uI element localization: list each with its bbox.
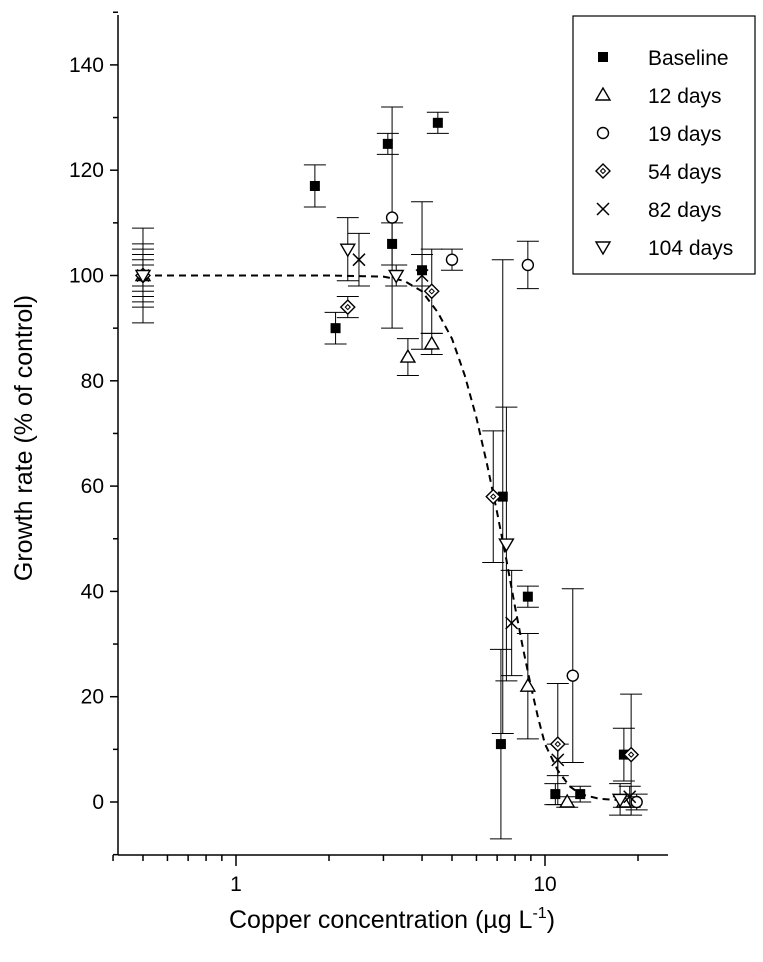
point-baseline	[382, 138, 393, 149]
y-tick-label: 60	[81, 475, 104, 498]
point-82-days	[551, 753, 565, 767]
y-tick-label: 40	[81, 580, 104, 603]
legend: Baseline 12 days 19 days 54 days 82 days 104 …	[572, 15, 756, 275]
point-82-days	[415, 268, 429, 283]
point-baseline	[309, 180, 320, 191]
point-54-days-outline	[549, 736, 566, 753]
legend-label-54-days: 54 days	[648, 161, 722, 184]
point-54-days	[339, 299, 356, 316]
point-104-days	[339, 243, 356, 258]
point-54-days-outline	[339, 299, 356, 316]
point-baseline	[330, 323, 341, 334]
y-axis-title: Growth rate (% of control)	[10, 295, 38, 581]
point-54-days	[549, 736, 566, 753]
point-54-days	[485, 488, 502, 505]
x-tick-label: 1	[230, 873, 242, 896]
point-baseline	[432, 117, 443, 128]
legend-label-19-days: 19 days	[648, 123, 722, 146]
point-82-days-stroke-b	[415, 268, 429, 283]
point-12-days	[519, 677, 537, 692]
legend-marker-104-days	[594, 241, 612, 256]
legend-item-12-days: 12 days	[594, 85, 722, 108]
legend-label-82-days: 82 days	[648, 199, 722, 222]
point-104-days	[388, 269, 405, 284]
axes	[110, 11, 668, 866]
x-axis-title-main: Copper concentration (µg L	[229, 906, 533, 934]
x-axis-title-superscript: -1	[532, 905, 546, 922]
legend-item-104-days: 104 days	[594, 237, 733, 260]
point-82-days	[505, 616, 519, 630]
legend-marker-12-days	[594, 86, 612, 101]
legend-marker-82-days	[596, 202, 610, 216]
point-104-days	[498, 538, 515, 553]
point-54-days	[623, 746, 640, 763]
point-19-days	[385, 211, 399, 224]
legend-marker-54-days-outline	[595, 163, 611, 179]
point-12-days	[558, 793, 576, 808]
point-19-days	[566, 669, 579, 682]
x-axis-title-suffix: )	[547, 906, 555, 934]
point-82-days-stroke-b	[623, 790, 637, 804]
point-54-days-inner	[344, 303, 351, 311]
point-82-days	[352, 253, 366, 267]
legend-marker-19-days	[596, 126, 610, 140]
y-tick-label: 20	[81, 686, 104, 709]
legend-marker-54-days	[595, 163, 611, 179]
point-baseline	[495, 739, 506, 750]
point-baseline	[417, 265, 428, 276]
legend-marker-54-days-inner	[599, 167, 607, 175]
point-19-days	[445, 253, 459, 266]
point-54-days-inner	[428, 288, 435, 295]
legend-item-54-days: 54 days	[595, 161, 722, 184]
point-82-days	[623, 790, 637, 804]
point-19-days	[630, 795, 643, 809]
y-tick-label: 0	[92, 791, 104, 814]
data-points	[134, 117, 643, 809]
point-54-days-outline	[485, 488, 502, 505]
tick-labels: 0 20 40 60 80 100 120 140 1 10	[69, 54, 557, 896]
point-54-days-inner	[490, 493, 497, 500]
legend-label-baseline: Baseline	[648, 47, 729, 70]
point-104-days	[134, 269, 152, 284]
x-axis-title: Copper concentration (µg L-1)	[229, 905, 555, 934]
point-baseline	[522, 591, 533, 602]
point-baseline	[575, 789, 586, 800]
point-baseline	[387, 238, 398, 249]
point-baseline	[497, 491, 508, 502]
point-54-days-outline	[623, 746, 640, 763]
point-54-days-outline	[423, 283, 440, 300]
fit-curve	[143, 274, 624, 802]
y-tick-label: 100	[69, 265, 104, 288]
point-baseline	[550, 789, 561, 800]
x-tick-label: 10	[533, 873, 556, 896]
y-tick-label: 120	[69, 159, 104, 182]
point-104-days	[611, 793, 629, 808]
legend-marker-82-days-stroke-b	[596, 202, 610, 216]
legend-item-19-days: 19 days	[596, 123, 722, 146]
point-54-days-inner	[627, 751, 635, 758]
legend-item-82-days: 82 days	[596, 199, 722, 222]
point-82-days-stroke-b	[352, 253, 366, 267]
legend-label-12-days: 12 days	[648, 85, 722, 108]
legend-item-baseline: Baseline	[598, 47, 729, 70]
point-82-days-stroke-b	[505, 616, 519, 630]
point-19-days	[521, 258, 535, 272]
point-54-days	[423, 283, 440, 300]
legend-marker-baseline	[598, 52, 608, 62]
point-12-days	[399, 348, 417, 363]
y-tick-label: 80	[81, 370, 104, 393]
y-tick-label: 140	[69, 54, 104, 77]
point-82-days-stroke-b	[551, 753, 565, 767]
point-12-days	[423, 335, 440, 350]
legend-label-104-days: 104 days	[648, 237, 733, 260]
point-54-days-inner	[554, 740, 561, 748]
